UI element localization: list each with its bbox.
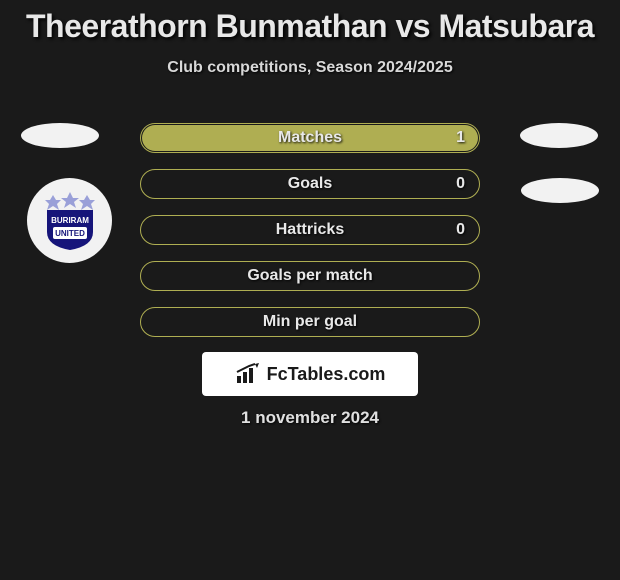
stat-row-goals: Goals 0 bbox=[140, 169, 480, 199]
stat-row-hattricks: Hattricks 0 bbox=[140, 215, 480, 245]
page-title: Theerathorn Bunmathan vs Matsubara bbox=[0, 0, 620, 45]
subtitle: Club competitions, Season 2024/2025 bbox=[0, 59, 620, 77]
stat-value-right: 0 bbox=[456, 216, 465, 244]
stat-label: Matches bbox=[141, 124, 479, 152]
stat-value-right: 0 bbox=[456, 170, 465, 198]
stat-row-matches: Matches 1 bbox=[140, 123, 480, 153]
svg-text:UNITED: UNITED bbox=[55, 229, 85, 238]
stat-label: Hattricks bbox=[141, 216, 479, 244]
chart-icon bbox=[235, 363, 261, 385]
left-player-badge-ellipse bbox=[21, 123, 99, 148]
buriram-crest-icon: BURIRAM UNITED bbox=[39, 190, 101, 252]
stat-label: Goals per match bbox=[141, 262, 479, 290]
stats-table: Matches 1 Goals 0 Hattricks 0 Goals per … bbox=[140, 123, 480, 353]
stat-label: Goals bbox=[141, 170, 479, 198]
right-player-badge-ellipse-1 bbox=[520, 123, 598, 148]
club-crest-left: BURIRAM UNITED bbox=[27, 178, 112, 263]
branding-box[interactable]: FcTables.com bbox=[202, 352, 418, 396]
stat-row-min-per-goal: Min per goal bbox=[140, 307, 480, 337]
stat-label: Min per goal bbox=[141, 308, 479, 336]
comparison-card: Theerathorn Bunmathan vs Matsubara Club … bbox=[0, 0, 620, 580]
branding-text: FcTables.com bbox=[267, 364, 386, 385]
stat-value-right: 1 bbox=[456, 124, 465, 152]
date-text: 1 november 2024 bbox=[0, 408, 620, 428]
right-player-badge-ellipse-2 bbox=[521, 178, 599, 203]
stat-row-goals-per-match: Goals per match bbox=[140, 261, 480, 291]
svg-text:BURIRAM: BURIRAM bbox=[51, 216, 89, 225]
